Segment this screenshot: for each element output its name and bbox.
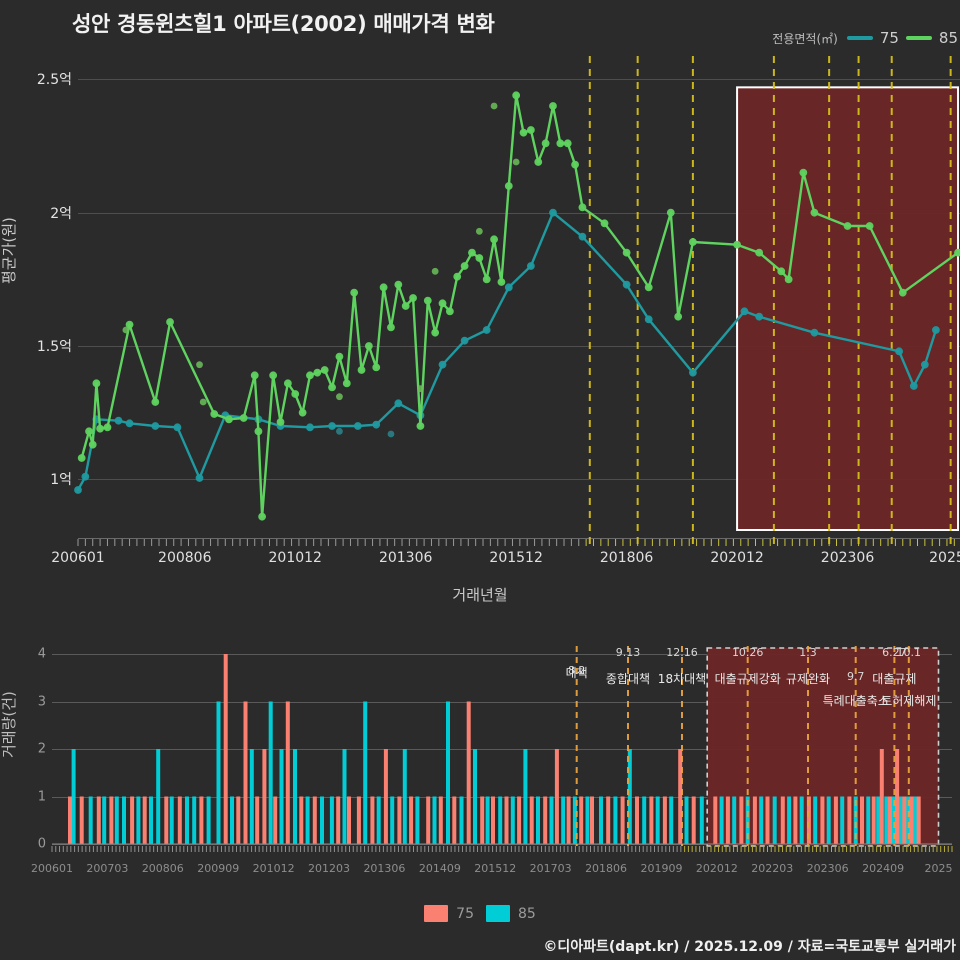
- volume-x-tick-label: 201806: [585, 862, 628, 875]
- price-x-tick-label: 201306: [378, 550, 433, 566]
- volume-y-tick-label: 0: [37, 836, 46, 852]
- event-date-label: 8.2: [567, 664, 586, 677]
- event-name-label: 대책: [565, 666, 588, 680]
- volume-legend-label-85: 85: [518, 905, 536, 922]
- price-x-tick-label: 202012: [710, 550, 764, 566]
- price-gridline: [78, 346, 960, 347]
- price-x-tick-label: 202306: [820, 550, 875, 566]
- price-gridline: [78, 79, 960, 81]
- volume-bars-canvas: [51, 646, 953, 852]
- volume-legend-label-75: 75: [456, 905, 474, 922]
- price-x-tick-label: 201806: [599, 550, 654, 566]
- price-x-axis-line: [78, 538, 960, 539]
- page-title: 성안 경동윈츠힐1 아파트(2002) 매매가격 변화: [72, 12, 495, 36]
- price-y-tick-label: 1억: [50, 472, 72, 489]
- volume-x-tick-label: 200703: [86, 862, 129, 875]
- legend-label-75: 75: [879, 29, 899, 47]
- volume-y-tick-label: 4: [37, 646, 46, 662]
- volume-y-tick-label: 1: [37, 789, 46, 804]
- volume-x-tick-label: 201012: [252, 862, 295, 875]
- volume-x-tick-label: 200909: [197, 862, 240, 875]
- event-date-label: 10.26: [731, 646, 764, 659]
- legend-swatch-75: [846, 36, 873, 40]
- volume-x-tick-label: 2025: [924, 862, 953, 875]
- price-chart-legend: 전용면적(㎡) 75 85: [772, 29, 958, 47]
- legend-title: 전용면적(㎡): [772, 31, 838, 46]
- event-date-label: 1.3: [799, 646, 817, 659]
- volume-x-tick-label: 201512: [474, 862, 517, 875]
- event-name-label: 특례대출축소: [822, 694, 889, 708]
- volume-chart-legend: 75 85: [0, 905, 960, 922]
- volume-x-tick-label: 201409: [418, 862, 461, 875]
- footer-credit: ©디아파트(dapt.kr) / 2025.12.09 / 자료=국토교통부 실…: [543, 939, 956, 955]
- volume-x-tick-label: 201203: [308, 862, 351, 875]
- volume-x-tick-label: 202203: [751, 862, 794, 875]
- event-date-label: 9.13: [615, 646, 641, 659]
- volume-x-tick-label: 200806: [141, 862, 184, 875]
- price-chart: 평균가(원) 1억 1.5억 2억 2.5억 200601 200806 201012 20…: [0, 56, 960, 616]
- volume-x-tick-label: 200601: [31, 862, 73, 875]
- price-y-tick-label: 2억: [50, 205, 72, 222]
- legend-label-85: 85: [938, 29, 958, 47]
- price-gridline: [78, 479, 960, 481]
- price-x-tick-label: 200806: [158, 550, 212, 566]
- volume-y-tick-label: 3: [37, 694, 46, 709]
- price-gridline: [78, 212, 960, 214]
- price-x-tick-label: 2025: [929, 550, 960, 566]
- volume-gridline: [52, 701, 952, 703]
- volume-gridline: [52, 749, 952, 750]
- volume-x-tick-label: 202409: [862, 862, 905, 875]
- price-x-tick-label: 201012: [268, 550, 322, 566]
- price-y-tick-label: 1.5억: [36, 339, 72, 355]
- volume-legend-item-85: 85: [486, 905, 536, 922]
- volume-x-tick-label: 202012: [695, 862, 738, 875]
- event-name-label: 18차대책: [657, 672, 707, 686]
- volume-x-tick-label: 202306: [806, 862, 849, 875]
- event-name-label: 토허제해제: [881, 694, 937, 708]
- volume-x-tick-label: 201909: [640, 862, 683, 875]
- price-x-axis-label: 거래년월: [452, 586, 508, 604]
- event-date-label: 10.1: [896, 646, 922, 659]
- event-date-label: 12.16: [666, 646, 698, 659]
- event-name-label: 규제완화: [785, 672, 831, 686]
- volume-y-tick-label: 2: [37, 741, 46, 757]
- volume-legend-swatch-75: [424, 905, 449, 922]
- volume-legend-item-75: 75: [424, 905, 474, 922]
- event-date-label: 9.7: [846, 670, 865, 683]
- event-name-label: 종합대책: [605, 672, 651, 686]
- volume-x-tick-label: 201306: [363, 862, 406, 875]
- volume-x-tick-label: 201703: [529, 862, 572, 875]
- price-x-tick-label: 201512: [489, 550, 543, 566]
- price-x-tick-label: 200601: [51, 550, 105, 566]
- event-name-label: 대출규제강화: [714, 672, 781, 686]
- event-date-label: 6.27: [882, 646, 907, 659]
- legend-swatch-85: [905, 36, 932, 40]
- volume-legend-swatch-85: [486, 905, 510, 922]
- event-name-label: 대출규제: [872, 672, 917, 686]
- price-y-tick-label: 2.5억: [36, 72, 72, 89]
- volume-gridline: [52, 654, 952, 655]
- price-series-canvas: [74, 56, 960, 546]
